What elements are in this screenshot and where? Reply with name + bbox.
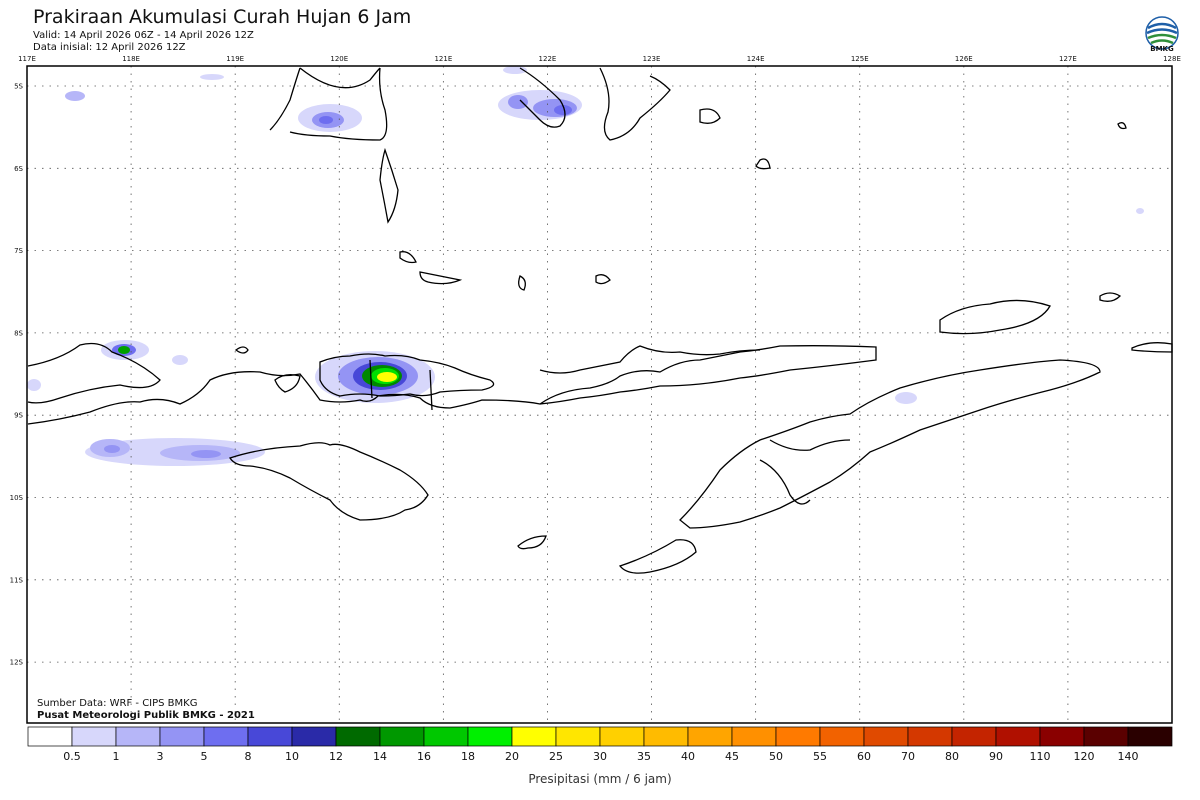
colorbar-swatch <box>687 726 733 747</box>
lon-label: 117E <box>18 55 36 63</box>
colorbar-label: 70 <box>901 750 915 763</box>
lat-label: 8S <box>14 329 23 337</box>
colorbar-label: 90 <box>989 750 1003 763</box>
colorbar-label: 120 <box>1074 750 1095 763</box>
colorbar-label: 60 <box>857 750 871 763</box>
colorbar-label: 14 <box>373 750 387 763</box>
lon-label: 125E <box>851 55 869 63</box>
latitude-labels: 5S 6S 7S 8S 9S 10S 11S 12S <box>10 83 24 667</box>
coastlines <box>27 67 1173 574</box>
colorbar-swatch <box>247 726 293 747</box>
lon-label: 124E <box>747 55 765 63</box>
lon-label: 119E <box>226 55 244 63</box>
colorbar-label: 0.5 <box>63 750 81 763</box>
colorbar-swatch <box>951 726 997 747</box>
colorbar-label: 12 <box>329 750 343 763</box>
center-credit: Pusat Meteorologi Publik BMKG - 2021 <box>37 710 255 721</box>
colorbar-swatch <box>863 726 909 747</box>
lon-label: 127E <box>1059 55 1077 63</box>
colorbar-swatch <box>115 726 161 747</box>
logo-label: BMKG <box>1150 45 1174 53</box>
colorbar-swatch <box>27 726 73 747</box>
colorbar-label: 1 <box>113 750 120 763</box>
colorbar-axis-label: Presipitasi (mm / 6 jam) <box>528 772 672 786</box>
colorbar-swatch <box>379 726 425 747</box>
map-frame <box>26 65 1173 724</box>
colorbar-swatch <box>731 726 777 747</box>
lat-label: 7S <box>14 247 23 255</box>
lat-label: 11S <box>10 576 24 584</box>
colorbar-swatch <box>995 726 1041 747</box>
colorbar-labels: 0.5 1 3 5 8 10 12 14 16 18 20 25 30 35 40 45 50 55 60 70 80 9… <box>63 750 1138 763</box>
colorbar-swatch <box>203 726 249 747</box>
colorbar-label: 40 <box>681 750 695 763</box>
colorbar-swatch <box>643 726 689 747</box>
lat-label: 10S <box>10 494 24 502</box>
lat-label: 6S <box>14 165 23 173</box>
initial-data: Data inisial: 12 April 2026 12Z <box>33 42 186 53</box>
lon-label: 121E <box>434 55 452 63</box>
colorbar-swatch <box>1083 726 1129 747</box>
colorbar-label: 45 <box>725 750 739 763</box>
lon-label: 122E <box>539 55 557 63</box>
colorbar-swatch <box>423 726 469 747</box>
colorbar <box>27 726 1173 747</box>
colorbar-swatch <box>819 726 865 747</box>
lon-label: 123E <box>643 55 661 63</box>
colorbar-swatch <box>335 726 381 747</box>
colorbar-swatch <box>775 726 821 747</box>
colorbar-swatch <box>467 726 513 747</box>
lon-label: 120E <box>330 55 348 63</box>
colorbar-swatch <box>159 726 205 747</box>
lat-lon-grid <box>27 66 1172 723</box>
colorbar-label: 25 <box>549 750 563 763</box>
colorbar-label: 140 <box>1118 750 1139 763</box>
colorbar-swatch <box>555 726 601 747</box>
colorbar-swatch <box>1127 726 1173 747</box>
valid-period: Valid: 14 April 2026 06Z - 14 April 2026… <box>33 30 254 41</box>
colorbar-label: 20 <box>505 750 519 763</box>
colorbar-label: 3 <box>157 750 164 763</box>
map-title: Prakiraan Akumulasi Curah Hujan 6 Jam <box>33 6 412 28</box>
colorbar-label: 16 <box>417 750 431 763</box>
colorbar-swatch <box>71 726 117 747</box>
colorbar-label: 55 <box>813 750 827 763</box>
bmkg-logo-icon <box>1145 16 1179 50</box>
colorbar-label: 18 <box>461 750 475 763</box>
lon-label: 126E <box>955 55 973 63</box>
rain-areas <box>27 66 1144 466</box>
colorbar-label: 5 <box>201 750 208 763</box>
lon-label: 128E <box>1163 55 1181 63</box>
colorbar-label: 110 <box>1030 750 1051 763</box>
lon-label: 118E <box>122 55 140 63</box>
colorbar-label: 80 <box>945 750 959 763</box>
colorbar-label: 30 <box>593 750 607 763</box>
colorbar-label: 35 <box>637 750 651 763</box>
longitude-labels: 117E 118E 119E 120E 121E 122E 123E 124E 125E 126E… <box>18 55 1181 63</box>
colorbar-label: 50 <box>769 750 783 763</box>
colorbar-swatch <box>599 726 645 747</box>
lat-label: 12S <box>10 659 24 667</box>
colorbar-label: 10 <box>285 750 299 763</box>
lat-label: 5S <box>14 83 23 91</box>
colorbar-swatch <box>511 726 557 747</box>
data-source-credit: Sumber Data: WRF - CIPS BMKG <box>37 698 198 709</box>
colorbar-swatch <box>907 726 953 747</box>
lat-label: 9S <box>14 412 23 420</box>
colorbar-label: 8 <box>245 750 252 763</box>
colorbar-swatch <box>291 726 337 747</box>
colorbar-swatch <box>1039 726 1085 747</box>
